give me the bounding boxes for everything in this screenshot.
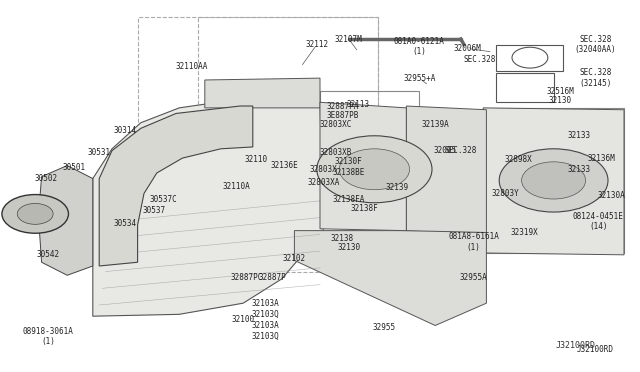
Text: 32803XA: 32803XA	[307, 178, 339, 187]
Text: 32803Y: 32803Y	[492, 189, 520, 198]
Text: 32130F: 32130F	[335, 157, 363, 166]
Text: 32103A: 32103A	[252, 299, 280, 308]
Text: 32139A: 32139A	[421, 120, 449, 129]
Text: 32130: 32130	[337, 243, 360, 252]
Text: 32110: 32110	[244, 155, 268, 164]
Text: 32803XB: 32803XB	[320, 148, 352, 157]
Text: 32887PC: 32887PC	[230, 273, 262, 282]
Text: 32955A: 32955A	[460, 273, 488, 282]
Text: 32138FA: 32138FA	[333, 195, 365, 203]
Text: 32103A: 32103A	[252, 321, 280, 330]
Text: 081A0-6121A
(1): 081A0-6121A (1)	[394, 37, 445, 56]
Text: 30501: 30501	[62, 163, 85, 172]
Text: 32138F: 32138F	[351, 204, 379, 213]
Text: 081A8-6161A
(1): 081A8-6161A (1)	[448, 232, 499, 251]
Text: 32136E: 32136E	[271, 161, 299, 170]
Text: 32130: 32130	[548, 96, 572, 105]
Text: 30537: 30537	[142, 206, 165, 215]
Text: 32898X: 32898X	[504, 155, 532, 164]
Text: 32955+A: 32955+A	[403, 74, 435, 83]
Text: 30502: 30502	[35, 174, 58, 183]
Text: 32112: 32112	[305, 40, 328, 49]
Text: 32005: 32005	[433, 146, 456, 155]
Circle shape	[317, 136, 432, 203]
Text: 32138: 32138	[331, 234, 354, 243]
Text: 32887P: 32887P	[258, 273, 286, 282]
Polygon shape	[93, 99, 323, 316]
Text: 32803XC: 32803XC	[320, 120, 352, 129]
Circle shape	[522, 162, 586, 199]
Text: 32887PA: 32887PA	[326, 102, 358, 110]
Circle shape	[17, 203, 53, 224]
Text: 32103Q: 32103Q	[252, 310, 280, 319]
Text: SEC.328: SEC.328	[445, 146, 477, 155]
Polygon shape	[99, 106, 253, 266]
Polygon shape	[320, 102, 406, 231]
Text: 32319X: 32319X	[511, 228, 539, 237]
Text: 32102: 32102	[283, 254, 306, 263]
Text: 30542: 30542	[36, 250, 60, 259]
Text: 32006M: 32006M	[453, 44, 481, 53]
Text: 08918-3061A
(1): 08918-3061A (1)	[22, 327, 74, 346]
Text: 32103Q: 32103Q	[252, 332, 280, 341]
Text: 32516M: 32516M	[546, 87, 574, 96]
Text: 32955: 32955	[372, 323, 396, 332]
Text: J32100RD: J32100RD	[556, 341, 595, 350]
Text: 32100: 32100	[232, 315, 255, 324]
Text: 32107M: 32107M	[335, 35, 363, 44]
Polygon shape	[205, 78, 320, 108]
Text: SEC.328
(32145): SEC.328 (32145)	[579, 68, 611, 88]
Circle shape	[339, 149, 410, 190]
Polygon shape	[406, 106, 486, 232]
Polygon shape	[483, 108, 624, 255]
Text: 32113: 32113	[347, 100, 370, 109]
Text: SEC.328
(32040AA): SEC.328 (32040AA)	[574, 35, 616, 54]
Text: 32139: 32139	[385, 183, 408, 192]
Text: 32136M: 32136M	[588, 154, 616, 163]
Circle shape	[2, 195, 68, 233]
Circle shape	[499, 149, 608, 212]
Text: 32110AA: 32110AA	[176, 62, 208, 71]
Text: 32130A: 32130A	[597, 191, 625, 200]
Text: 32133: 32133	[568, 165, 591, 174]
Text: SEC.328: SEC.328	[464, 55, 496, 64]
Text: 30537C: 30537C	[149, 195, 177, 203]
Text: 30531: 30531	[88, 148, 111, 157]
Text: 32138BE: 32138BE	[333, 169, 365, 177]
Text: 30534: 30534	[113, 219, 136, 228]
Text: 30314: 30314	[113, 126, 136, 135]
Polygon shape	[38, 166, 93, 275]
Polygon shape	[294, 231, 486, 326]
Text: 3E887PB: 3E887PB	[326, 111, 358, 120]
Text: 32110A: 32110A	[223, 182, 251, 190]
Text: 32803X: 32803X	[309, 165, 337, 174]
Text: J32100RD: J32100RD	[577, 345, 614, 354]
Text: 08124-0451E
(14): 08124-0451E (14)	[573, 212, 624, 231]
Text: 32133: 32133	[568, 131, 591, 140]
